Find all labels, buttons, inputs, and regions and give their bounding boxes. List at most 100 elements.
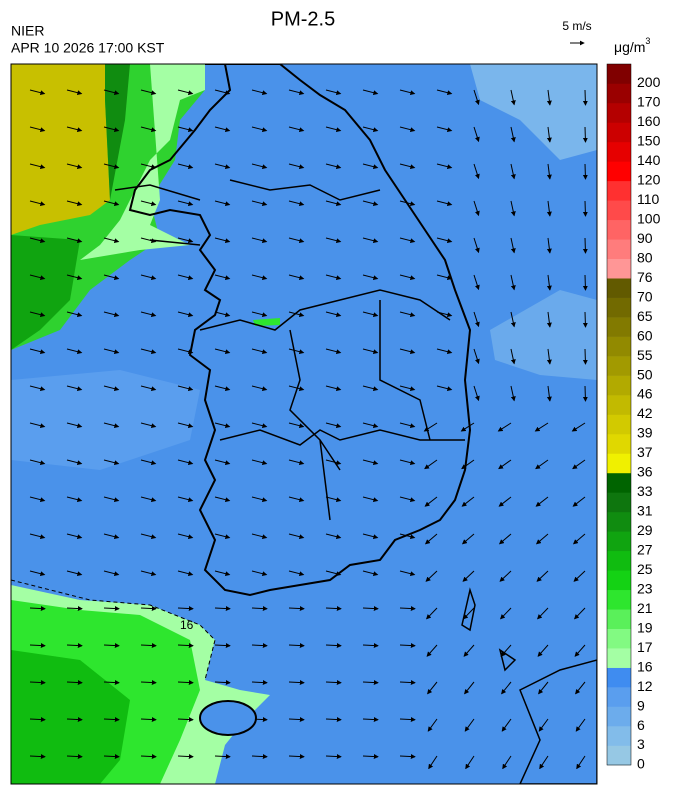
- wind-arrow: [140, 717, 157, 723]
- wind-scale-label: 5 m/s: [562, 19, 591, 33]
- wind-arrow: [325, 200, 342, 207]
- wind-arrow: [436, 89, 453, 96]
- wind-arrow: [214, 163, 231, 170]
- wind-arrow: [177, 422, 194, 429]
- wind-arrow: [29, 754, 46, 760]
- wind-arrow: [29, 348, 46, 355]
- wind-arrow: [399, 422, 416, 429]
- wind-arrow: [426, 607, 438, 620]
- wind-arrow: [510, 200, 516, 217]
- wind-arrow: [510, 311, 516, 328]
- colorbar-segment: [607, 472, 631, 493]
- colorbar-segment: [607, 317, 631, 337]
- colorbar-label: 25: [637, 561, 653, 577]
- wind-arrow: [103, 459, 120, 466]
- unit-exponent: 3: [645, 36, 650, 46]
- wind-arrow: [325, 274, 342, 281]
- wind-arrow: [214, 754, 231, 760]
- colorbar-segment: [607, 278, 631, 298]
- wind-arrow: [534, 422, 549, 432]
- wind-arrow: [66, 274, 83, 281]
- wind-arrow: [461, 533, 475, 545]
- wind-arrow: [535, 459, 549, 470]
- wind-arrow: [461, 459, 475, 470]
- colorbar-segment: [607, 239, 631, 260]
- wind-arrow: [498, 459, 512, 470]
- wind-arrow: [510, 163, 516, 180]
- colorbar-label: 23: [637, 580, 653, 596]
- wind-arrow: [251, 643, 268, 649]
- colorbar-segment: [607, 726, 631, 746]
- colorbar-label: 6: [637, 717, 645, 733]
- wind-arrow: [424, 533, 438, 545]
- colorbar-segment: [607, 102, 631, 123]
- low-field: [11, 370, 200, 470]
- wind-arrow: [436, 126, 453, 133]
- wind-arrow: [460, 422, 475, 432]
- wind-arrow: [288, 496, 305, 503]
- wind-arrow: [288, 533, 305, 540]
- wind-arrow: [539, 755, 549, 770]
- colorbar-label: 39: [637, 425, 653, 441]
- wind-arrow: [140, 680, 157, 686]
- wind-arrow: [498, 496, 512, 507]
- wind-arrow: [546, 274, 552, 291]
- wind-arrow: [103, 200, 120, 207]
- wind-arrow: [536, 570, 549, 582]
- wind-arrow: [66, 754, 83, 760]
- coastline: [461, 587, 597, 784]
- wind-arrow: [510, 89, 516, 106]
- unit-base: μg/m: [614, 39, 645, 55]
- wind-arrow: [214, 200, 231, 207]
- wind-arrow: [325, 643, 342, 649]
- colorbar-label: 3: [637, 736, 645, 752]
- wind-arrow: [362, 422, 379, 429]
- wind-arrow: [177, 754, 194, 760]
- wind-arrow: [140, 348, 157, 355]
- wind-arrow: [426, 644, 438, 657]
- agency: NIER: [11, 23, 44, 39]
- green-spot: [253, 318, 280, 326]
- wind-arrow: [140, 606, 157, 612]
- wind-arrow: [510, 348, 516, 365]
- colorbar-segment: [607, 258, 631, 279]
- wind-arrow: [214, 237, 231, 244]
- province-borders: [199, 179, 465, 521]
- wind-arrow: [575, 718, 586, 732]
- colorbar-label: 70: [637, 288, 653, 304]
- wind-arrow: [424, 496, 438, 507]
- wind-arrow: [325, 89, 342, 96]
- wind-arrow: [500, 607, 512, 620]
- colorbar-label: 37: [637, 444, 653, 460]
- wind-arrow: [103, 237, 120, 244]
- wind-arrow: [177, 459, 194, 466]
- wind-arrow: [66, 496, 83, 503]
- colorbar-segment: [607, 141, 631, 162]
- wind-arrow: [325, 385, 342, 392]
- wind-arrow: [29, 496, 46, 503]
- wind-arrow: [66, 200, 83, 207]
- wind-arrow: [29, 422, 46, 429]
- map-frame: [10, 63, 598, 785]
- wind-arrow: [399, 680, 416, 686]
- wind-arrow: [214, 680, 231, 686]
- colorbar-label: 160: [637, 113, 661, 129]
- wind-arrow: [473, 311, 480, 328]
- wind-arrow: [362, 533, 379, 540]
- colorbar-label: 76: [637, 269, 653, 285]
- wind-arrow: [436, 348, 453, 355]
- wind-arrow: [546, 89, 552, 106]
- wind-arrow: [103, 274, 120, 281]
- wind-arrow: [251, 496, 268, 503]
- wind-arrow: [325, 348, 342, 355]
- wind-arrow: [462, 570, 475, 582]
- wind-arrow: [251, 89, 268, 96]
- wind-arrow: [103, 533, 120, 540]
- green-edge: [80, 64, 205, 260]
- wind-arrow: [288, 606, 305, 612]
- wind-arrow: [66, 311, 83, 318]
- wind-arrow: [251, 348, 268, 355]
- wind-arrow: [66, 422, 83, 429]
- wind-arrow: [473, 200, 480, 217]
- wind-arrow: [473, 163, 480, 180]
